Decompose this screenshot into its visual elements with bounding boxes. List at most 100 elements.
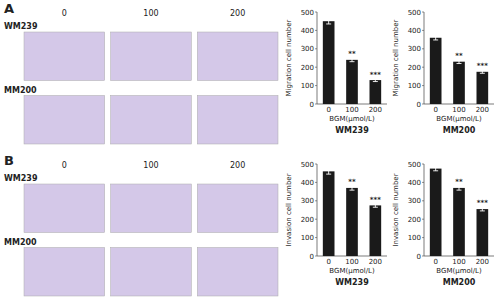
y-tick xyxy=(315,85,317,86)
y-axis xyxy=(317,164,318,256)
y-tick-label: 200 xyxy=(408,216,421,224)
y-tick-label: 300 xyxy=(301,45,314,53)
x-tick-label: 100 xyxy=(345,106,358,114)
x-tick-label: 0 xyxy=(326,258,330,266)
dose-label: 200 xyxy=(230,161,245,170)
micro-image xyxy=(24,248,105,297)
x-tick-label: 200 xyxy=(369,258,382,266)
cell-line-label: MM200 xyxy=(4,86,37,95)
micro-image xyxy=(111,32,192,81)
error-bar xyxy=(457,60,462,64)
y-tick xyxy=(422,104,424,105)
bar xyxy=(323,171,335,256)
y-tick-label: 200 xyxy=(301,216,314,224)
error-cap xyxy=(373,81,378,82)
y-tick xyxy=(315,182,317,183)
y-label: Migration cell number xyxy=(392,19,400,96)
bar xyxy=(453,62,465,104)
error-cap xyxy=(457,190,462,191)
y-tick xyxy=(422,200,424,201)
y-axis xyxy=(424,164,425,256)
y-tick xyxy=(422,48,424,49)
y-tick xyxy=(315,48,317,49)
error-bar xyxy=(350,58,355,62)
y-label: Migration cell number xyxy=(285,19,293,96)
error-cap xyxy=(433,35,438,36)
dose-label: 0 xyxy=(62,9,67,18)
image-grid: B0100200WM239MM200 xyxy=(4,153,278,296)
error-line xyxy=(459,186,460,190)
y-tick xyxy=(315,30,317,31)
significance: ** xyxy=(348,50,356,58)
y-tick-label: 100 xyxy=(408,234,421,242)
significance: *** xyxy=(477,62,488,70)
y-tick-label: 500 xyxy=(408,9,421,17)
y-tick xyxy=(315,200,317,201)
y-tick-label: 500 xyxy=(301,161,314,169)
y-tick xyxy=(315,219,317,220)
y-tick xyxy=(315,256,317,257)
y-tick-label: 400 xyxy=(408,179,421,187)
error-cap xyxy=(350,190,355,191)
y-tick-label: 300 xyxy=(301,197,314,205)
bar xyxy=(453,188,465,256)
error-line xyxy=(435,166,436,170)
y-tick-label: 300 xyxy=(408,197,421,205)
cell-line-title: WM239 xyxy=(335,126,369,135)
y-tick-label: 100 xyxy=(408,82,421,90)
y-tick xyxy=(315,104,317,105)
cell-line-title: WM239 xyxy=(335,278,369,287)
x-label: BGM(μmol/L) xyxy=(436,267,482,275)
bar xyxy=(370,205,382,256)
y-label: Invasion cell number xyxy=(392,173,400,246)
panel-label: A xyxy=(4,1,14,16)
y-tick xyxy=(422,30,424,31)
x-tick-label: 200 xyxy=(369,106,382,114)
error-bar xyxy=(433,36,438,40)
x-tick-label: 200 xyxy=(476,258,489,266)
bars xyxy=(323,169,381,256)
micro-image xyxy=(197,184,278,233)
y-tick xyxy=(422,12,424,13)
micro-image xyxy=(24,32,105,81)
x-tick-label: 0 xyxy=(433,106,437,114)
error-line xyxy=(352,58,353,62)
error-bar xyxy=(326,18,331,24)
dose-label: 100 xyxy=(143,9,158,18)
bar xyxy=(430,38,442,104)
significance: ** xyxy=(348,178,356,186)
y-tick xyxy=(315,12,317,13)
error-line xyxy=(482,207,483,211)
y-tick-label: 100 xyxy=(301,234,314,242)
y-tick-label: 300 xyxy=(408,45,421,53)
y-tick-label: 500 xyxy=(301,9,314,17)
bar xyxy=(323,21,335,104)
bar-chart: 01002003004005000100200BGM(μmol/L)WM239I… xyxy=(285,161,387,288)
bars xyxy=(430,36,488,104)
error-bar xyxy=(373,79,378,82)
cell-line-title: MM200 xyxy=(443,278,476,287)
bar-chart: 01002003004005000100200BGM(μmol/L)MM200I… xyxy=(392,161,494,288)
micro-image xyxy=(197,248,278,297)
x-tick-label: 100 xyxy=(452,258,465,266)
micro-image xyxy=(197,32,278,81)
y-tick-label: 200 xyxy=(408,64,421,72)
cell-line-label: WM239 xyxy=(4,22,38,31)
bars xyxy=(430,166,488,256)
bar xyxy=(370,80,382,104)
y-tick xyxy=(422,182,424,183)
cell-line-label: MM200 xyxy=(4,238,37,247)
error-cap xyxy=(480,210,485,211)
significance: ** xyxy=(455,178,463,186)
y-tick-label: 400 xyxy=(408,27,421,35)
micro-image xyxy=(111,248,192,297)
dose-label: 100 xyxy=(143,161,158,170)
x-tick-label: 0 xyxy=(326,106,330,114)
image-grid: A 0 100 200 WM239 MM200 xyxy=(4,1,278,144)
significance: *** xyxy=(370,71,381,79)
y-tick xyxy=(315,237,317,238)
micro-image xyxy=(197,96,278,145)
bar xyxy=(346,188,358,256)
x-tick-label: 200 xyxy=(476,106,489,114)
dose-label: 200 xyxy=(230,9,245,18)
